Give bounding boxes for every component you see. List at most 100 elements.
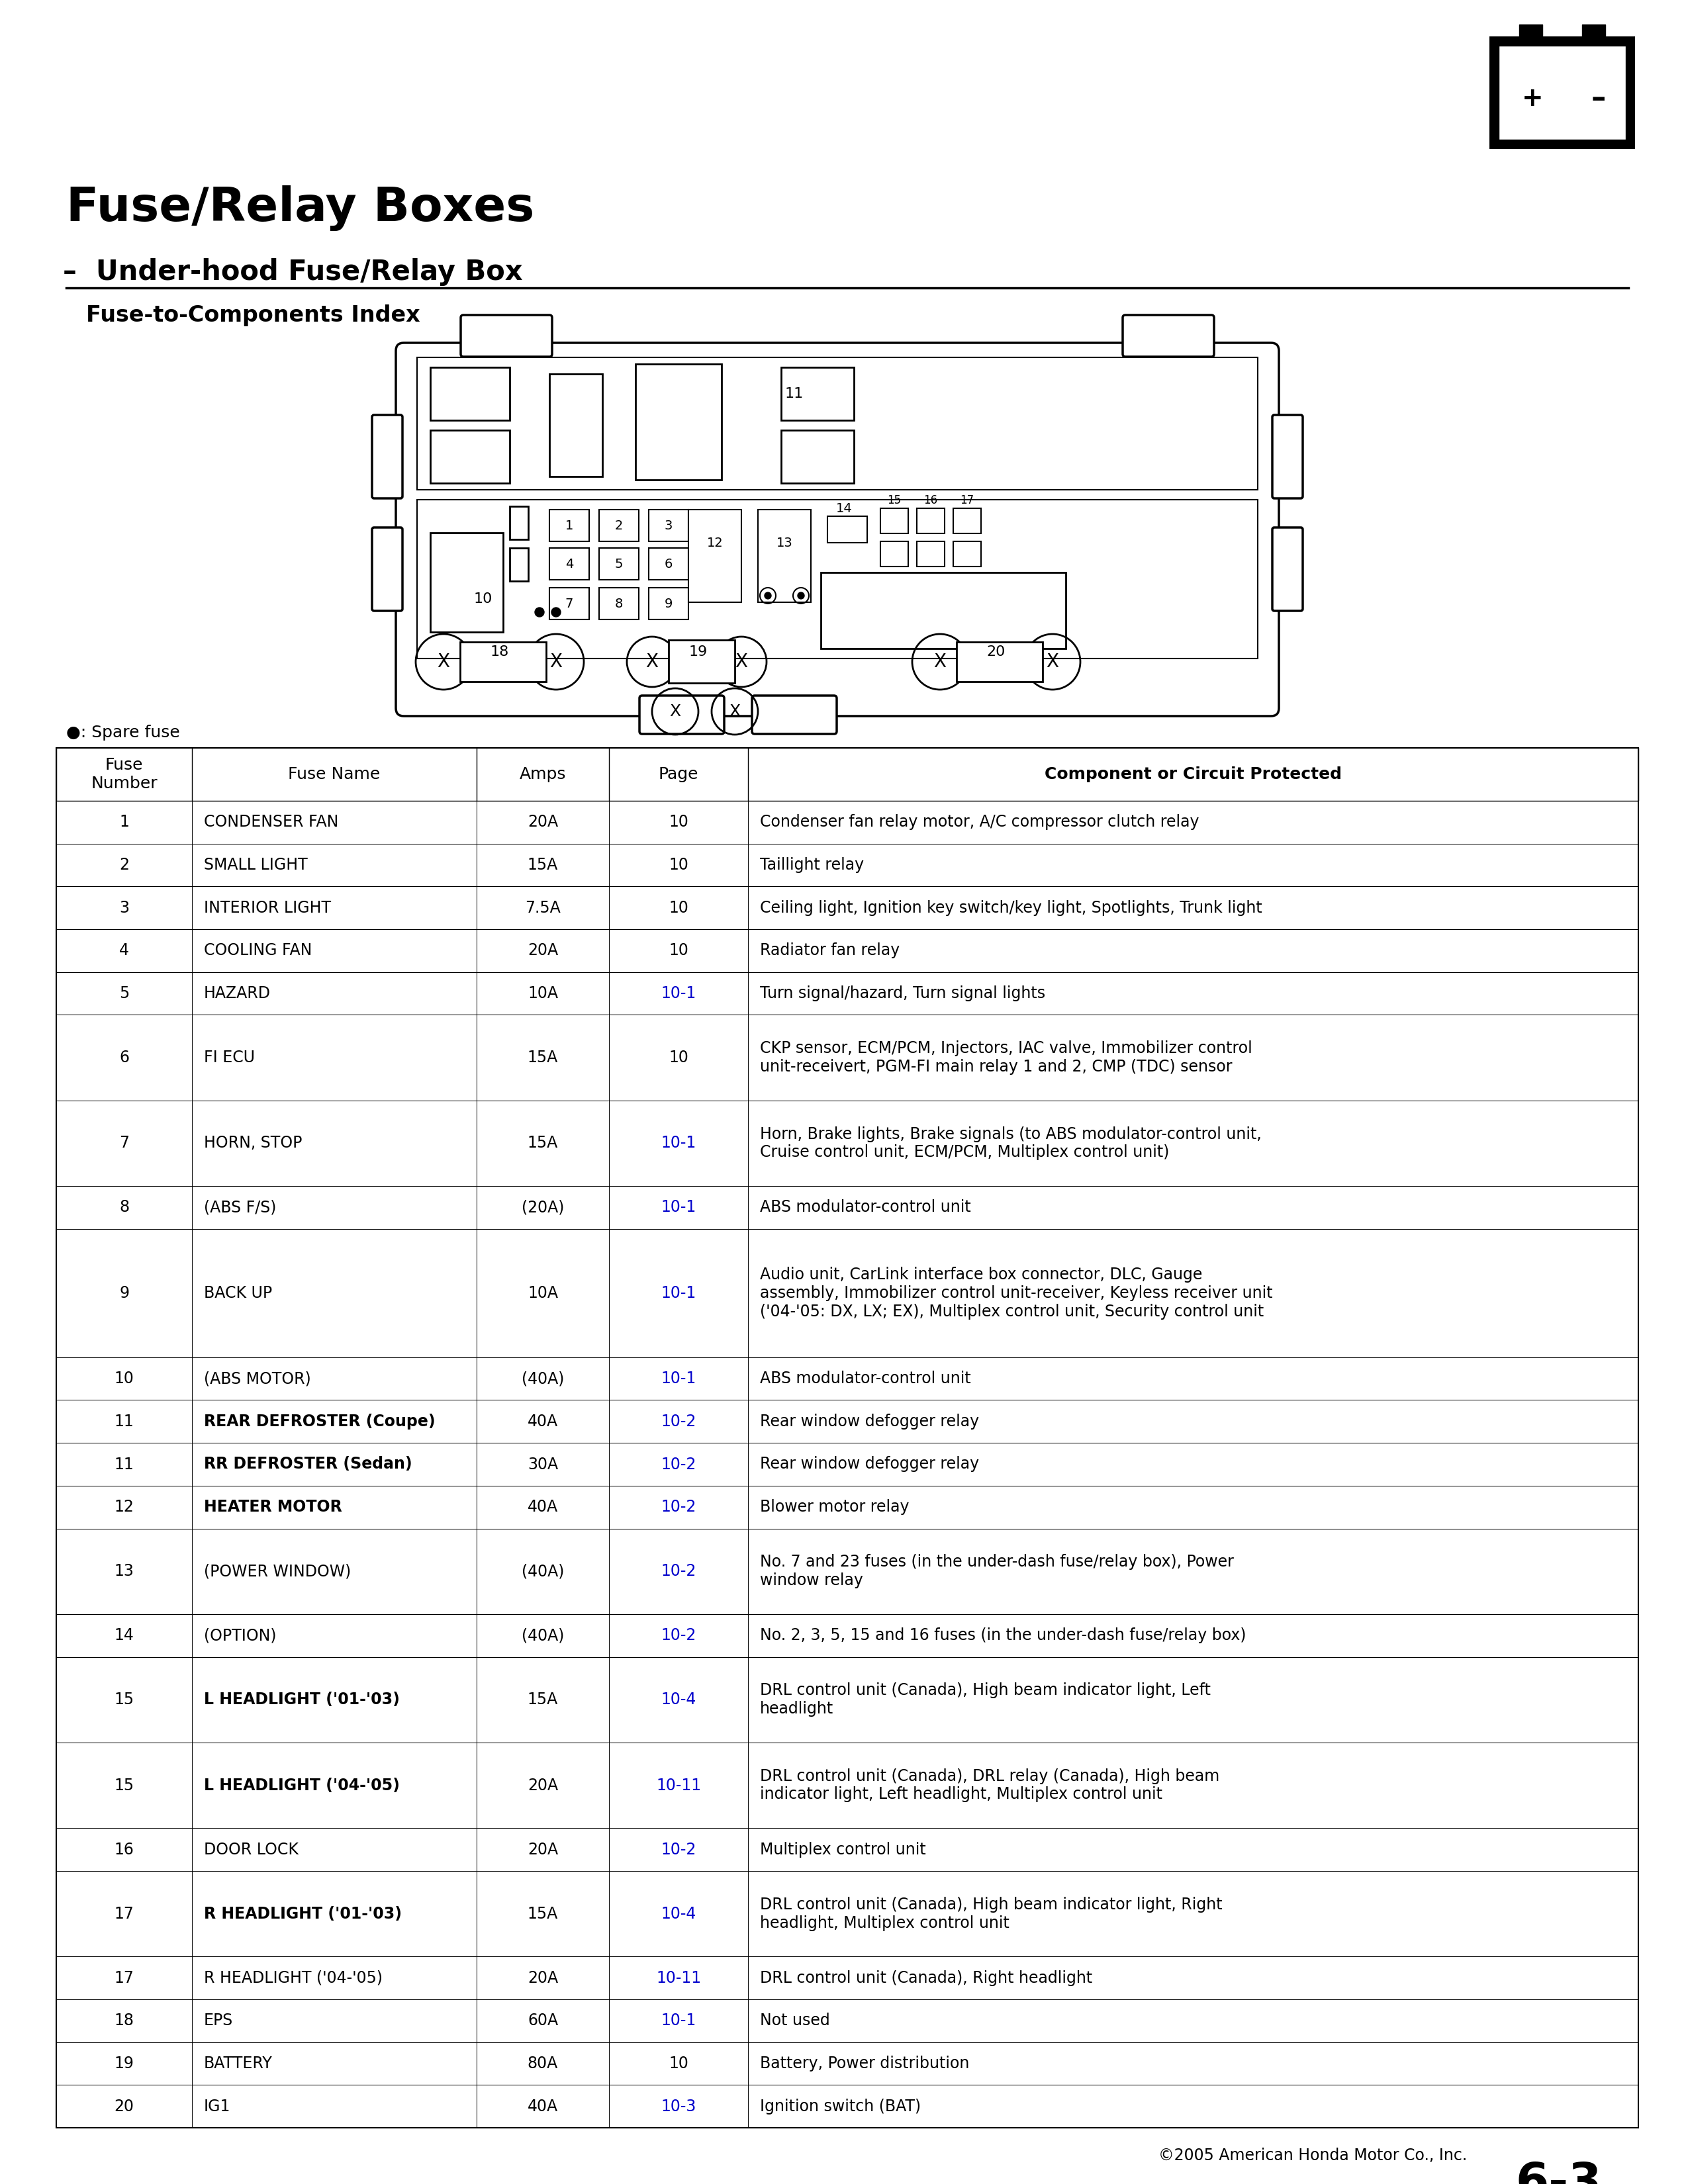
Text: 10-1: 10-1 [662, 2014, 695, 2029]
Text: 14: 14 [836, 502, 852, 515]
Bar [917, 509, 945, 533]
Text: 10-1: 10-1 [662, 1284, 695, 1302]
Bar [1489, 37, 1636, 149]
Bar [1519, 24, 1543, 37]
Text: 15: 15 [115, 1693, 133, 1708]
Text: 10: 10 [668, 1051, 689, 1066]
Text: Amps: Amps [520, 767, 565, 782]
Text: (40A): (40A) [522, 1564, 564, 1579]
Circle shape [535, 607, 544, 616]
Text: 10-1: 10-1 [662, 1199, 695, 1214]
Text: 20A: 20A [528, 1841, 559, 1856]
Text: 10-3: 10-3 [660, 2099, 695, 2114]
Text: 16: 16 [115, 1841, 133, 1856]
Bar [510, 507, 528, 539]
Bar [599, 587, 638, 620]
Text: Blower motor relay: Blower motor relay [760, 1498, 910, 1516]
Text: 10-1: 10-1 [662, 1136, 695, 1151]
Text: 7: 7 [120, 1136, 128, 1151]
Text: 12: 12 [707, 537, 722, 548]
Text: X: X [1047, 653, 1058, 670]
Text: 15: 15 [115, 1778, 133, 1793]
Text: +: + [1521, 85, 1543, 111]
Bar [549, 548, 589, 579]
Text: 30A: 30A [528, 1457, 559, 1472]
FancyBboxPatch shape [1273, 415, 1303, 498]
Bar [417, 358, 1258, 489]
Text: Audio unit, CarLink interface box connector, DLC, Gauge
assembly, Immobilizer co: Audio unit, CarLink interface box connec… [760, 1267, 1273, 1319]
Text: 19: 19 [689, 644, 707, 660]
Text: Multiplex control unit: Multiplex control unit [760, 1841, 927, 1856]
FancyBboxPatch shape [371, 415, 402, 498]
Bar [917, 542, 945, 566]
Text: –  Under-hood Fuse/Relay Box: – Under-hood Fuse/Relay Box [62, 258, 523, 286]
Text: 10-1: 10-1 [662, 1372, 695, 1387]
Text: X: X [647, 653, 658, 670]
Text: Component or Circuit Protected: Component or Circuit Protected [1045, 767, 1342, 782]
Text: ABS modulator-control unit: ABS modulator-control unit [760, 1199, 971, 1214]
Text: 10: 10 [668, 900, 689, 915]
Text: 16: 16 [923, 494, 939, 507]
Bar [56, 1356, 1639, 1400]
Bar [758, 509, 810, 603]
Text: Fuse/Relay Boxes: Fuse/Relay Boxes [66, 186, 535, 232]
Bar [648, 587, 689, 620]
Text: 20: 20 [115, 2099, 133, 2114]
Text: 10-2: 10-2 [660, 1413, 695, 1428]
Text: Ignition switch (BAT): Ignition switch (BAT) [760, 2099, 922, 2114]
Text: BATTERY: BATTERY [204, 2055, 272, 2070]
Text: ©2005 American Honda Motor Co., Inc.: ©2005 American Honda Motor Co., Inc. [1158, 2147, 1467, 2164]
Bar [461, 642, 547, 681]
Bar [1582, 24, 1605, 37]
Bar [56, 747, 1639, 2127]
Text: X: X [670, 703, 680, 719]
Bar [417, 500, 1258, 660]
Text: 3: 3 [120, 900, 128, 915]
Bar [668, 640, 734, 684]
FancyBboxPatch shape [1123, 314, 1214, 356]
Bar [954, 509, 981, 533]
Bar [56, 972, 1639, 1016]
Text: 10: 10 [668, 2055, 689, 2070]
Text: BACK UP: BACK UP [204, 1284, 272, 1302]
Text: IG1: IG1 [204, 2099, 231, 2114]
Text: (40A): (40A) [522, 1627, 564, 1642]
Text: 2: 2 [614, 520, 623, 531]
Bar [635, 365, 721, 480]
Text: X: X [550, 653, 562, 670]
Bar [430, 367, 510, 419]
Text: 12: 12 [115, 1498, 133, 1516]
Text: Turn signal/hazard, Turn signal lights: Turn signal/hazard, Turn signal lights [760, 985, 1045, 1000]
Text: No. 7 and 23 fuses (in the under-dash fuse/relay box), Power
window relay: No. 7 and 23 fuses (in the under-dash fu… [760, 1555, 1234, 1588]
Text: 10-2: 10-2 [660, 1564, 695, 1579]
Text: (ABS MOTOR): (ABS MOTOR) [204, 1372, 311, 1387]
Text: 18: 18 [115, 2014, 133, 2029]
Circle shape [798, 592, 803, 598]
Text: Horn, Brake lights, Brake signals (to ABS modulator-control unit,
Cruise control: Horn, Brake lights, Brake signals (to AB… [760, 1127, 1261, 1160]
Text: 15: 15 [888, 494, 901, 507]
Text: REAR DEFROSTER (Coupe): REAR DEFROSTER (Coupe) [204, 1413, 436, 1428]
Bar [56, 2042, 1639, 2086]
Bar [56, 1957, 1639, 1998]
Bar [510, 548, 528, 581]
Bar [56, 1743, 1639, 1828]
Text: 11: 11 [115, 1457, 133, 1472]
FancyBboxPatch shape [461, 314, 552, 356]
Text: 18: 18 [491, 644, 510, 660]
Text: 10-2: 10-2 [660, 1457, 695, 1472]
Bar [648, 509, 689, 542]
Circle shape [765, 592, 771, 598]
Bar [56, 1872, 1639, 1957]
Text: 15A: 15A [527, 1051, 559, 1066]
Bar [56, 1658, 1639, 1743]
Text: 17: 17 [115, 1907, 133, 1922]
Text: Battery, Power distribution: Battery, Power distribution [760, 2055, 969, 2070]
Text: (ABS F/S): (ABS F/S) [204, 1199, 277, 1214]
Bar [954, 542, 981, 566]
Text: 10: 10 [668, 856, 689, 874]
Bar [56, 843, 1639, 887]
Text: 10-2: 10-2 [660, 1498, 695, 1516]
Text: 5: 5 [614, 557, 623, 570]
Text: 11: 11 [115, 1413, 133, 1428]
Bar [56, 2086, 1639, 2127]
